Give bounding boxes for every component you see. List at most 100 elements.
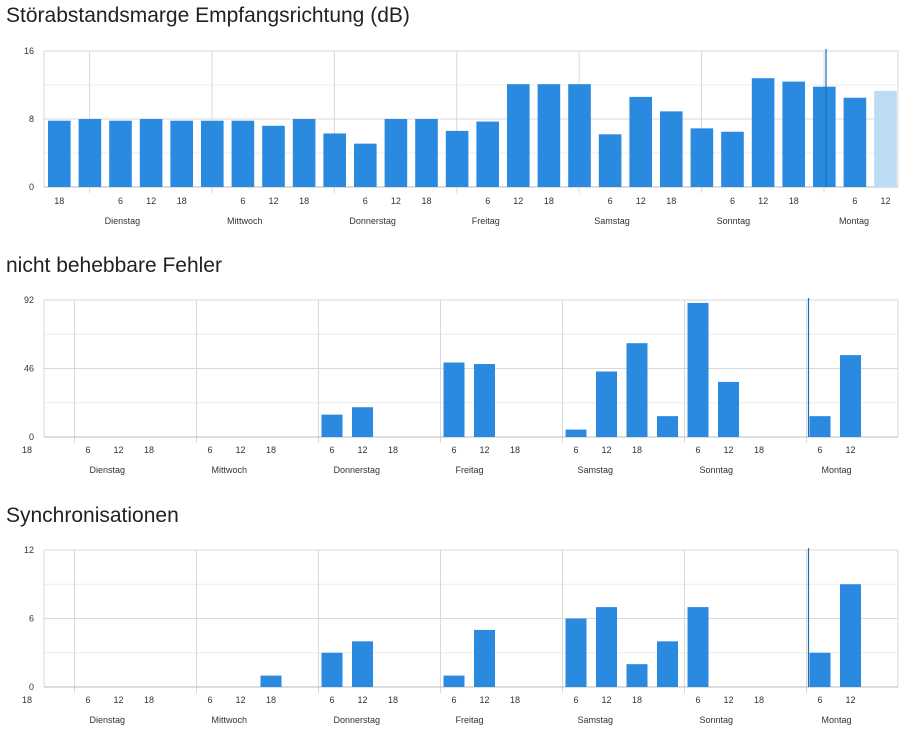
x-tick-label: 18 [177,196,187,206]
x-tick-label: 12 [235,695,245,705]
snr-bar-chart: 0 8 16 18 6 12 18 6 12 18 6 12 18 6 12 18 6 12 18 6 12 18 6 12 D… [24,46,899,226]
chart-title-syncs: Synchronisationen [6,504,179,527]
bar [323,133,346,187]
x-tick-label: 18 [510,695,520,705]
bar [629,96,652,187]
bar [596,371,617,437]
day-label: Dienstag [90,465,126,475]
y-tick-label: 8 [29,114,34,124]
chart-title-snr: Störabstandsmarge Empfangsrichtung (dB) [6,4,410,27]
y-tick-label: 46 [24,364,34,374]
x-tick-label: 12 [235,445,245,455]
x-tick-label: 12 [845,695,855,705]
day-label: Donnerstag [349,216,396,226]
x-tick-label: 18 [144,445,154,455]
x-tick-label: 18 [266,445,276,455]
x-tick-label: 12 [513,196,523,206]
x-tick-label: 18 [388,695,398,705]
bar [262,125,285,187]
syncs-bar-chart: 0 6 12 18 6 12 18 6 12 18 6 12 18 6 12 18 6 12 18 6 12 18 6 12 D… [22,545,899,725]
day-label: Freitag [456,715,484,725]
bar [476,121,499,187]
day-label: Mittwoch [212,465,248,475]
x-tick-label: 18 [754,445,764,455]
x-tick-label: 12 [636,196,646,206]
day-label: Dienstag [105,216,141,226]
x-tick-label: 18 [22,695,32,705]
y-tick-label: 0 [29,182,34,192]
x-tick-label: 18 [54,196,64,206]
x-tick-label: 18 [299,196,309,206]
y-tick-label: 6 [29,614,34,624]
x-tick-label: 6 [207,445,212,455]
bar [474,364,495,437]
x-tick-label: 18 [144,695,154,705]
bar [260,675,282,687]
y-tick-label: 0 [29,682,34,692]
bar [874,90,897,187]
x-tick-label: 6 [329,695,334,705]
x-tick-label: 18 [754,695,764,705]
x-tick-label: 12 [391,196,401,206]
x-tick-label: 6 [118,196,123,206]
x-tick-label: 6 [817,695,822,705]
x-tick-label: 18 [510,445,520,455]
bar [78,119,102,187]
x-tick-label: 18 [666,196,676,206]
x-tick-label: 6 [451,695,456,705]
day-label: Donnerstag [334,465,381,475]
bar [415,119,438,187]
bar [660,111,683,187]
bar [384,119,408,187]
bar [721,131,744,187]
x-tick-label: 12 [357,445,367,455]
x-tick-label: 18 [266,695,276,705]
x-tick-label: 12 [758,196,768,206]
x-tick-label: 6 [695,445,700,455]
bar [687,302,709,437]
x-tick-label: 6 [817,445,822,455]
x-tick-label: 12 [479,445,489,455]
bar [170,120,193,187]
y-tick-label: 12 [24,545,34,555]
bar [139,119,163,187]
x-tick-label: 18 [22,445,32,455]
x-tick-label: 12 [357,695,367,705]
x-tick-label: 18 [632,695,642,705]
bar [840,584,861,687]
bar [352,407,373,437]
bar [321,414,343,437]
bar [843,97,867,187]
bar [568,84,591,187]
x-tick-label: 12 [479,695,489,705]
x-tick-label: 12 [601,445,611,455]
day-label: Montag [822,465,852,475]
day-label: Mittwoch [212,715,248,725]
x-tick-label: 12 [880,196,890,206]
x-tick-label: 12 [601,695,611,705]
x-tick-label: 12 [723,445,733,455]
x-tick-label: 12 [113,445,123,455]
day-label: Sonntag [700,465,734,475]
bar [48,120,71,187]
x-tick-label: 12 [113,695,123,705]
bar [657,641,678,687]
day-label: Samstag [578,715,614,725]
y-tick-label: 0 [29,432,34,442]
bar [626,343,648,437]
day-label: Sonntag [717,216,751,226]
bar [565,429,587,437]
day-label: Sonntag [700,715,734,725]
y-tick-label: 16 [24,46,34,56]
x-tick-label: 6 [85,445,90,455]
day-label: Montag [822,715,852,725]
bar [657,416,678,437]
x-tick-label: 12 [146,196,156,206]
x-tick-label: 6 [329,445,334,455]
x-tick-label: 18 [544,196,554,206]
bar [201,120,224,187]
bar [598,134,622,187]
day-label: Mittwoch [227,216,263,226]
x-tick-label: 6 [451,445,456,455]
bar [354,143,377,187]
